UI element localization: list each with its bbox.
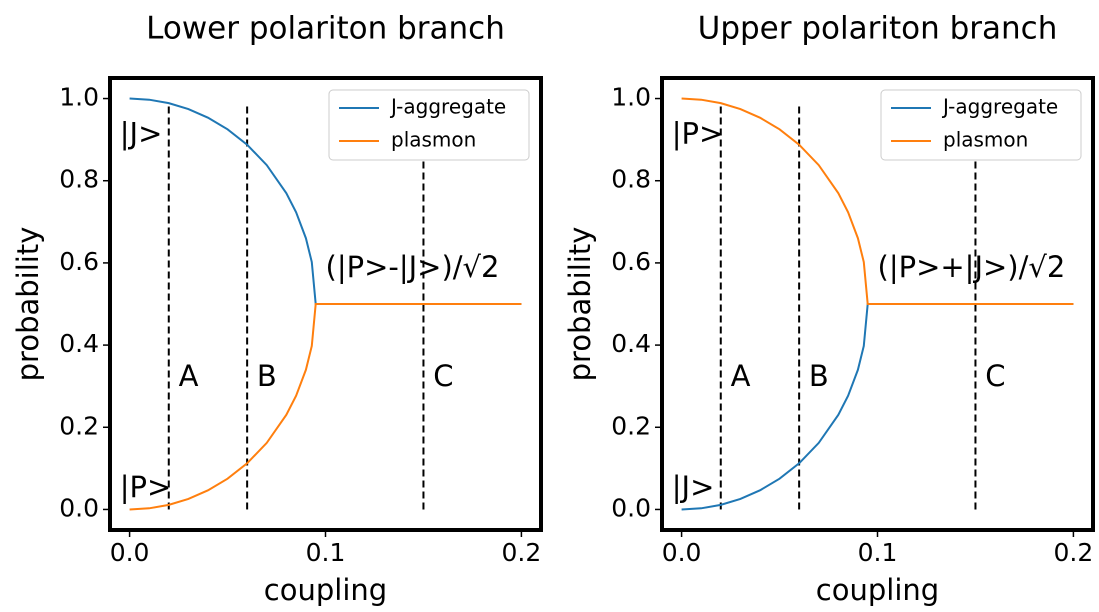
annotation: (|P>-|J>)/√2 bbox=[326, 250, 500, 284]
annotation: A bbox=[731, 359, 751, 393]
annotation: |P> bbox=[120, 470, 172, 504]
data-line bbox=[681, 303, 1074, 511]
y-tick-label: 0.4 bbox=[59, 329, 99, 358]
x-tick-label: 0.0 bbox=[110, 538, 150, 567]
annotation: B bbox=[257, 359, 277, 393]
y-axis-label: probability bbox=[11, 227, 45, 382]
annotation: B bbox=[809, 359, 829, 393]
y-tick-label: 0.2 bbox=[59, 411, 99, 440]
y-tick-label: 0.8 bbox=[611, 165, 651, 194]
x-tick-label: 0.1 bbox=[306, 538, 346, 567]
annotation: A bbox=[179, 359, 199, 393]
x-tick-label: 0.0 bbox=[662, 538, 702, 567]
y-tick-label: 0.2 bbox=[611, 411, 651, 440]
legend-label: plasmon bbox=[943, 128, 1028, 152]
plot-frame bbox=[660, 76, 1095, 532]
y-tick-label: 0.8 bbox=[59, 165, 99, 194]
legend-label: J-aggregate bbox=[941, 95, 1058, 119]
x-tick-label: 0.2 bbox=[1054, 538, 1094, 567]
y-tick-label: 0.6 bbox=[611, 247, 651, 276]
chart-title: Lower polariton branch bbox=[146, 11, 505, 47]
x-tick-label: 0.1 bbox=[858, 538, 898, 567]
x-axis-label: coupling bbox=[264, 573, 387, 607]
legend-label: plasmon bbox=[391, 128, 476, 152]
annotation: |J> bbox=[120, 117, 163, 151]
chart-title: Upper polariton branch bbox=[698, 11, 1058, 47]
y-tick-label: 1.0 bbox=[611, 83, 651, 112]
x-axis-label: coupling bbox=[816, 573, 939, 607]
annotation: |J> bbox=[672, 470, 715, 504]
y-tick-label: 0.4 bbox=[611, 329, 651, 358]
data-line bbox=[129, 303, 522, 511]
annotation: C bbox=[433, 359, 453, 393]
y-tick-label: 1.0 bbox=[59, 83, 99, 112]
y-tick-label: 0.0 bbox=[611, 493, 651, 522]
y-tick-label: 0.0 bbox=[59, 493, 99, 522]
x-tick-label: 0.2 bbox=[502, 538, 542, 567]
data-line bbox=[681, 97, 1074, 305]
y-tick-label: 0.6 bbox=[59, 247, 99, 276]
annotation: |P> bbox=[672, 117, 724, 151]
plot-frame bbox=[108, 76, 543, 532]
y-axis-label: probability bbox=[563, 227, 597, 382]
annotation: (|P>+|J>)/√2 bbox=[878, 250, 1066, 284]
legend-label: J-aggregate bbox=[389, 95, 506, 119]
annotation: C bbox=[985, 359, 1005, 393]
